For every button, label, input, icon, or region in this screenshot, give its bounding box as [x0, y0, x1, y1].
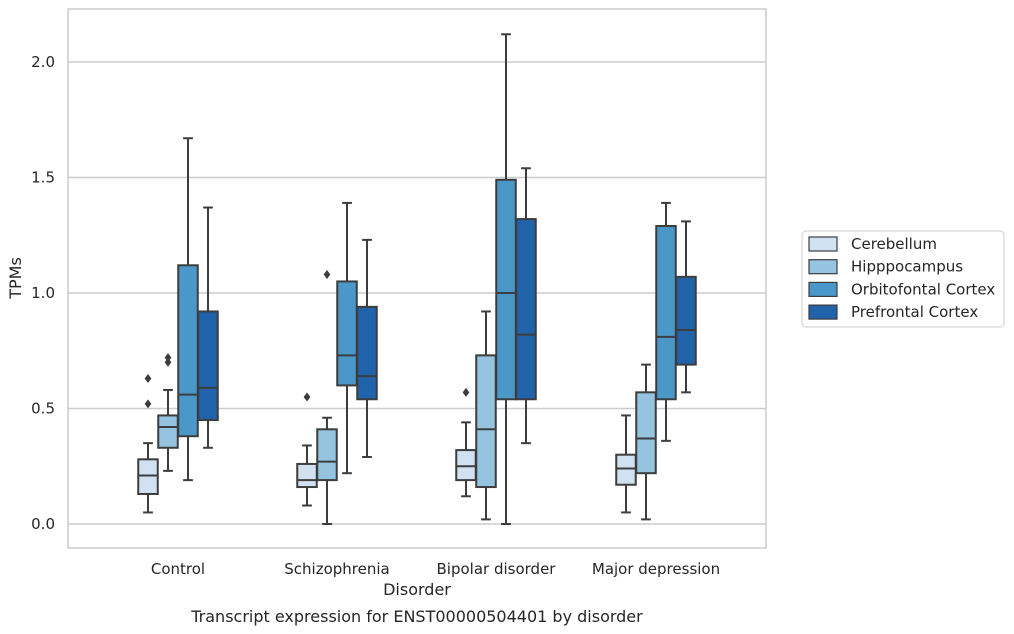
legend-swatch: [808, 304, 838, 320]
box-iqr: [137, 458, 159, 495]
outlier-point: [144, 399, 152, 409]
box-hipppocampus: [635, 363, 657, 521]
legend-swatch: [808, 281, 838, 297]
legend-frame: [801, 230, 1005, 328]
y-tick-labels: 0.0 0.5 1.0 1.5 2.0: [31, 53, 55, 533]
y-tick-label: 2.0: [31, 53, 55, 71]
legend-label: Cerebellum: [851, 235, 937, 253]
y-tick-label: 0.5: [31, 400, 55, 418]
x-tick-label: Bipolar disorder: [437, 560, 557, 578]
box-groups: [137, 33, 697, 525]
x-tick-label: Major depression: [592, 560, 720, 578]
legend-label: Prefrontal Cortex: [851, 303, 978, 321]
outlier-point: [462, 387, 470, 397]
legend: Cerebellum Hipppocampus Orbitofontal Corte…: [801, 230, 1005, 328]
box-orbitofontal-cortex: [655, 201, 677, 442]
box-iqr: [655, 225, 677, 401]
box-iqr: [615, 453, 637, 486]
outlier-point: [164, 353, 172, 363]
box-prefrontal-cortex: [675, 220, 697, 394]
box-orbitofontal-cortex: [177, 137, 199, 482]
box-cerebellum: [615, 414, 637, 514]
box-iqr: [177, 264, 199, 438]
box-prefrontal-cortex: [197, 206, 219, 449]
legend-swatch: [808, 259, 838, 275]
chart-caption: Transcript expression for ENST0000050440…: [190, 607, 643, 626]
legend-label: Hipppocampus: [851, 258, 963, 276]
x-tick-label: Schizophrenia: [284, 560, 389, 578]
box-iqr: [296, 462, 318, 489]
outlier-point: [144, 373, 152, 383]
box-iqr: [336, 280, 358, 387]
y-axis-label: TPMs: [6, 257, 25, 300]
box-iqr: [495, 178, 517, 401]
box-iqr: [475, 354, 497, 489]
plot-frame: [67, 8, 767, 549]
box-iqr: [675, 275, 697, 366]
outlier-point: [164, 357, 172, 367]
box-hipppocampus: [475, 310, 497, 521]
y-tick-label: 1.0: [31, 284, 55, 302]
outlier-point: [303, 392, 311, 402]
outlier-point: [323, 270, 331, 280]
y-tick-label: 0.0: [31, 515, 55, 533]
box-iqr: [455, 449, 477, 482]
box-prefrontal-cortex: [356, 238, 378, 459]
box-cerebellum: [455, 387, 477, 498]
box-prefrontal-cortex: [515, 167, 537, 445]
box-iqr: [157, 414, 179, 449]
box-iqr: [515, 218, 537, 401]
box-orbitofontal-cortex: [495, 33, 517, 525]
x-axis-label: Disorder: [383, 580, 451, 599]
box-iqr: [356, 305, 378, 401]
x-tick-label: Control: [151, 560, 205, 578]
box-hipppocampus: [157, 353, 179, 472]
y-tick-label: 1.5: [31, 169, 55, 187]
box-iqr: [635, 391, 657, 475]
box-iqr: [197, 310, 219, 422]
x-tick-labels: Control Schizophrenia Bipolar disorder Majo…: [151, 560, 720, 578]
box-orbitofontal-cortex: [336, 201, 358, 475]
box-cerebellum: [137, 373, 159, 514]
box-iqr: [316, 428, 338, 482]
box-hipppocampus: [316, 270, 338, 525]
legend-swatch: [808, 236, 838, 252]
legend-label: Orbitofontal Cortex: [851, 280, 995, 298]
box-cerebellum: [296, 392, 318, 507]
